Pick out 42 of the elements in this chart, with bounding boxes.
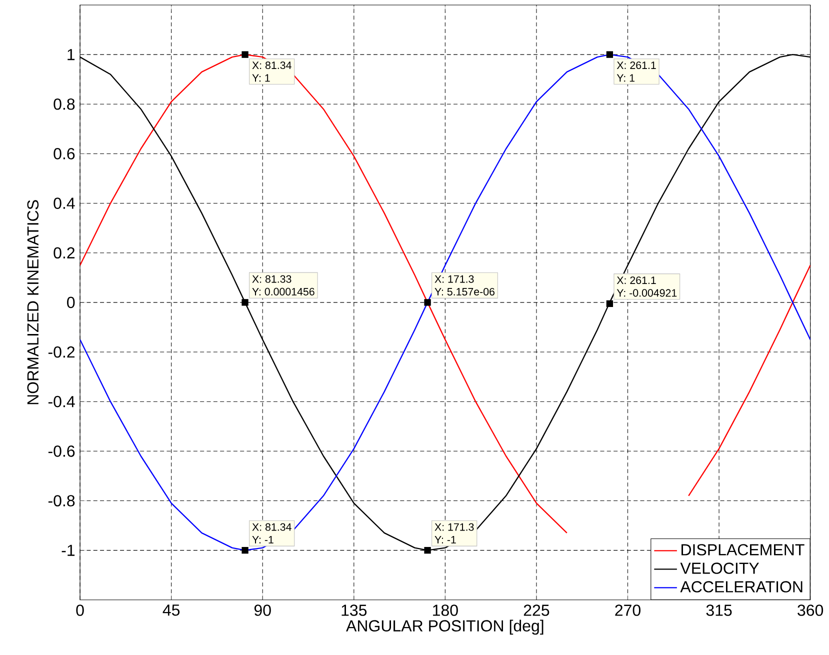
point [606, 300, 614, 308]
y-tick-label: 0.8 [54, 98, 75, 110]
y-tick-label: -0.4 [48, 396, 75, 408]
y-tick-label: -0.8 [48, 495, 75, 507]
annotation: X: 81.34 [252, 523, 292, 532]
x-tick-label: 0 [76, 604, 84, 616]
y-tick-label: -0.6 [48, 446, 75, 458]
x-tick-label: 135 [342, 604, 367, 616]
y-tick-label: 1 [68, 49, 75, 60]
x-tick-label: 270 [615, 604, 640, 616]
x-tick-label: 315 [706, 604, 732, 616]
x-tick-label: 225 [524, 604, 550, 616]
annotation: X: 81.33 [252, 275, 292, 283]
x-tick-label: 90 [254, 604, 271, 616]
y-axis-title: NORMALIZED KINEMATICS [27, 200, 39, 404]
legend-label: VELOCITY [680, 562, 760, 574]
y-tick-label: -0.2 [48, 346, 75, 358]
annotation: Y: 1 [616, 74, 635, 82]
y-tick-label: 0.6 [54, 148, 75, 160]
x-tick-label: 360 [798, 604, 824, 616]
annotation: X: 261.1 [616, 62, 656, 70]
annotation: X: 81.34 [252, 62, 292, 70]
point [424, 547, 431, 554]
x-axis-title: ANGULAR POSITION [deg] [346, 620, 544, 635]
annotation: Y: -1 [434, 536, 456, 544]
y-tick-label: 0.2 [54, 247, 75, 259]
y-tick-label: 0 [67, 296, 75, 308]
point [242, 299, 248, 306]
annotation: Y: 1 [252, 74, 270, 82]
legend-label: ACCELERATION [680, 581, 802, 593]
annotation: X: 261.1 [616, 276, 656, 284]
y-tick-label: 0.4 [54, 198, 75, 210]
annotation: X: 171.3 [434, 275, 474, 284]
annotation: Y: 5.157e-06 [434, 288, 494, 296]
annotation: Y: -0.004921 [616, 289, 677, 297]
annotation: X: 171.3 [434, 523, 474, 532]
legend-label: DISPLACEMENT [682, 544, 804, 556]
annotation: Y: -1 [252, 536, 274, 544]
x-tick-label: 45 [162, 604, 180, 616]
x-tick-label: 180 [433, 604, 458, 616]
annotation: Y: 0.0001456 [252, 288, 314, 296]
y-tick-label: -1 [62, 545, 75, 556]
